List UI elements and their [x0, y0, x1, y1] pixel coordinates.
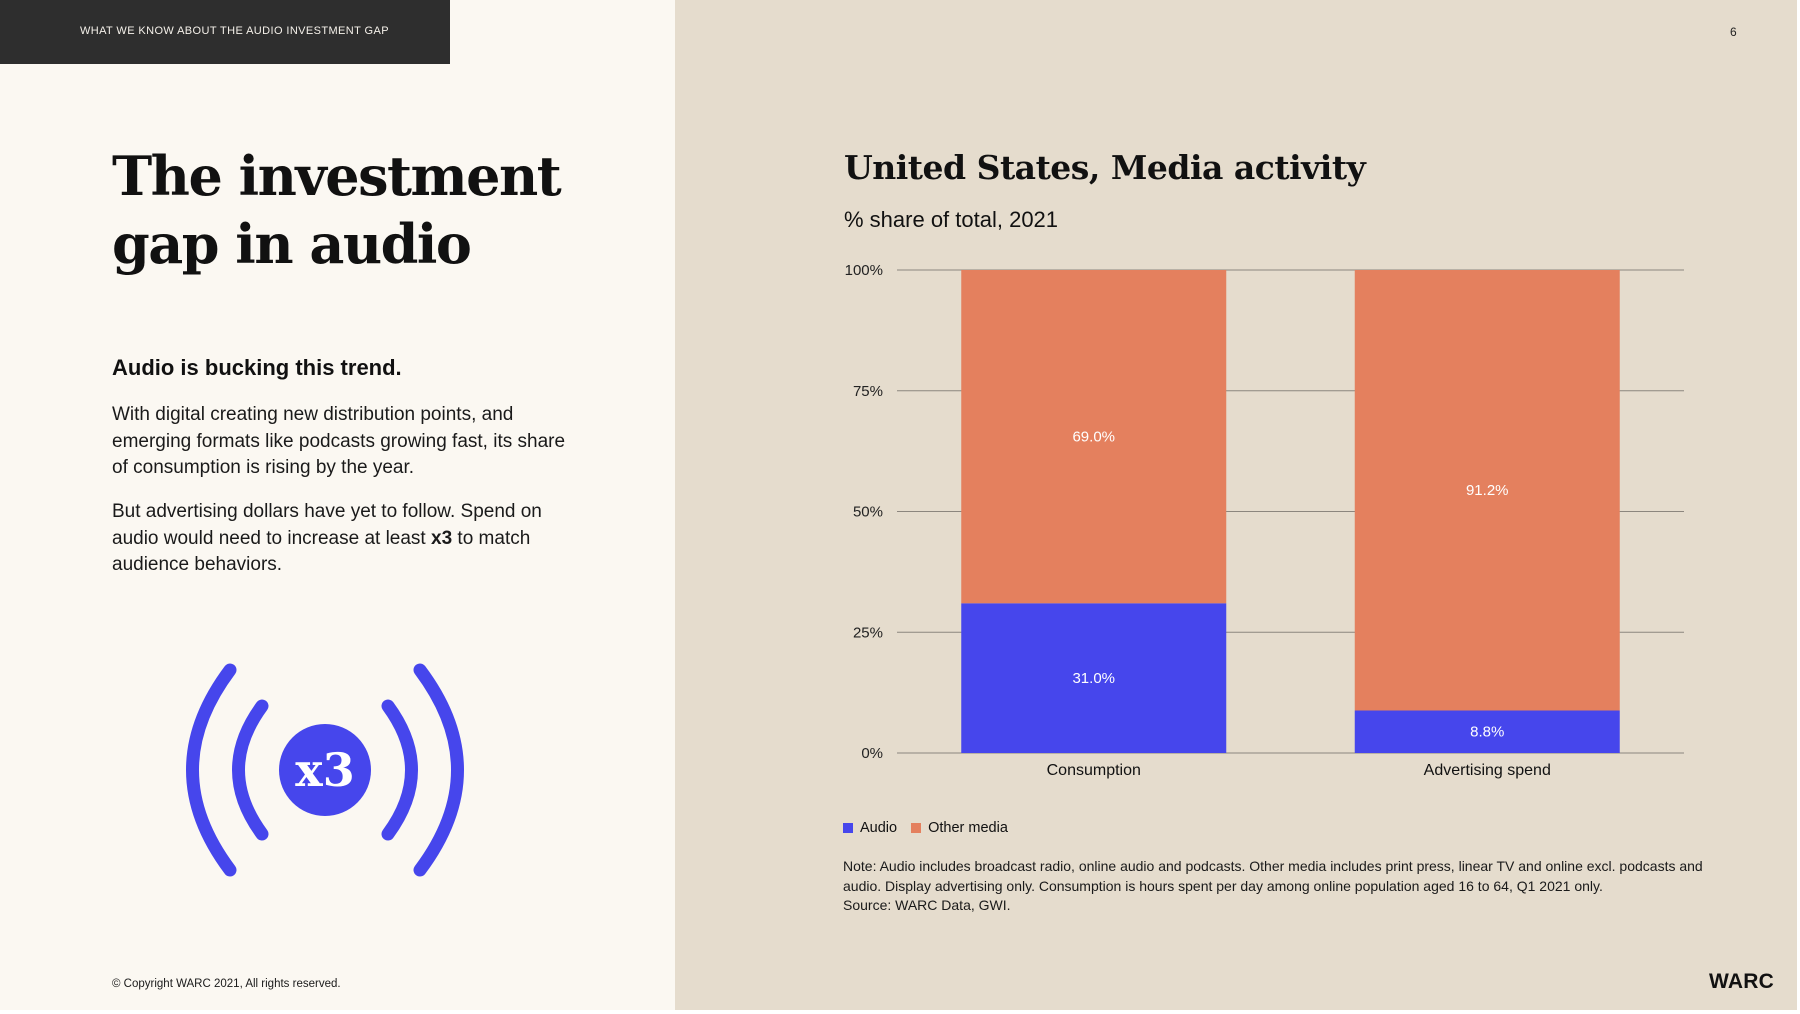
left-panel: WHAT WE KNOW ABOUT THE AUDIO INVESTMENT …	[0, 0, 675, 1014]
bar-segment	[1354, 270, 1620, 711]
paragraph-2-text-end: to match audience behaviors.	[112, 527, 531, 576]
paragraph-2-emphasis: x3	[431, 527, 453, 549]
data-label: 31.0%	[1072, 670, 1115, 687]
note-text: Note: Audio includes broadcast radio, on…	[843, 858, 1703, 894]
chart-title: United States, Media activity	[844, 148, 1366, 187]
chart-note: Note: Audio includes broadcast radio, on…	[843, 857, 1703, 916]
data-label: 69.0%	[1072, 429, 1115, 446]
x-category-label: Advertising spend	[1424, 762, 1551, 779]
right-inner-wave	[381, 699, 418, 841]
legend-label-other-media: Other media	[928, 820, 1008, 836]
bar-segment	[1354, 710, 1620, 753]
legend-label-audio: Audio	[860, 820, 898, 836]
left-inner-wave	[232, 699, 269, 841]
source-text: Source: WARC Data, GWI.	[843, 897, 1011, 913]
page-title: The investment gap in audio	[112, 144, 562, 276]
section-banner: WHAT WE KNOW ABOUT THE AUDIO INVESTMENT …	[0, 0, 450, 64]
legend-item-audio: Audio	[843, 820, 897, 836]
chart-subtitle: % share of total, 2021	[844, 207, 1059, 232]
paragraph-2-text-start: But advertising dollars have yet to foll…	[112, 501, 542, 549]
audio-broadcast-icon: x3	[186, 663, 464, 877]
legend-item-other-media: Other media	[911, 820, 1008, 836]
right-outer-wave	[413, 663, 464, 877]
y-tick-label: 25%	[853, 624, 883, 641]
section-label: WHAT WE KNOW ABOUT THE AUDIO INVESTMENT …	[80, 25, 389, 37]
x3-badge	[279, 724, 371, 816]
bottom-strip	[0, 1010, 1800, 1014]
data-label: 91.2%	[1466, 482, 1509, 499]
x3-badge-label: x3	[295, 743, 354, 797]
page-number: 6	[1730, 25, 1737, 39]
y-tick-label: 50%	[853, 504, 883, 521]
body-paragraph-2: But advertising dollars have yet to foll…	[112, 499, 582, 579]
right-edge	[1797, 0, 1800, 1014]
data-label: 8.8%	[1470, 724, 1504, 741]
left-outer-wave	[186, 663, 237, 877]
legend-swatch-other-media	[911, 823, 922, 833]
x-category-label: Consumption	[1047, 762, 1141, 779]
y-tick-label: 100%	[845, 262, 883, 279]
subheading: Audio is bucking this trend.	[112, 355, 402, 380]
copyright-notice: © Copyright WARC 2021, All rights reserv…	[112, 978, 341, 990]
bar-segment	[961, 603, 1227, 753]
body-paragraph-1: With digital creating new distribution p…	[112, 404, 566, 478]
bar-segment	[961, 270, 1227, 604]
y-tick-label: 0%	[861, 745, 883, 762]
stacked-bar-chart: 0% 25% 50% 75% 100% 31.0% 69.0% Consumption 8.8%…	[845, 262, 1684, 779]
legend-swatch-audio	[843, 823, 853, 833]
warc-logo: WARC	[1709, 970, 1774, 993]
y-tick-label: 75%	[853, 383, 883, 400]
chart-legend: Audio Other media	[843, 820, 1022, 836]
